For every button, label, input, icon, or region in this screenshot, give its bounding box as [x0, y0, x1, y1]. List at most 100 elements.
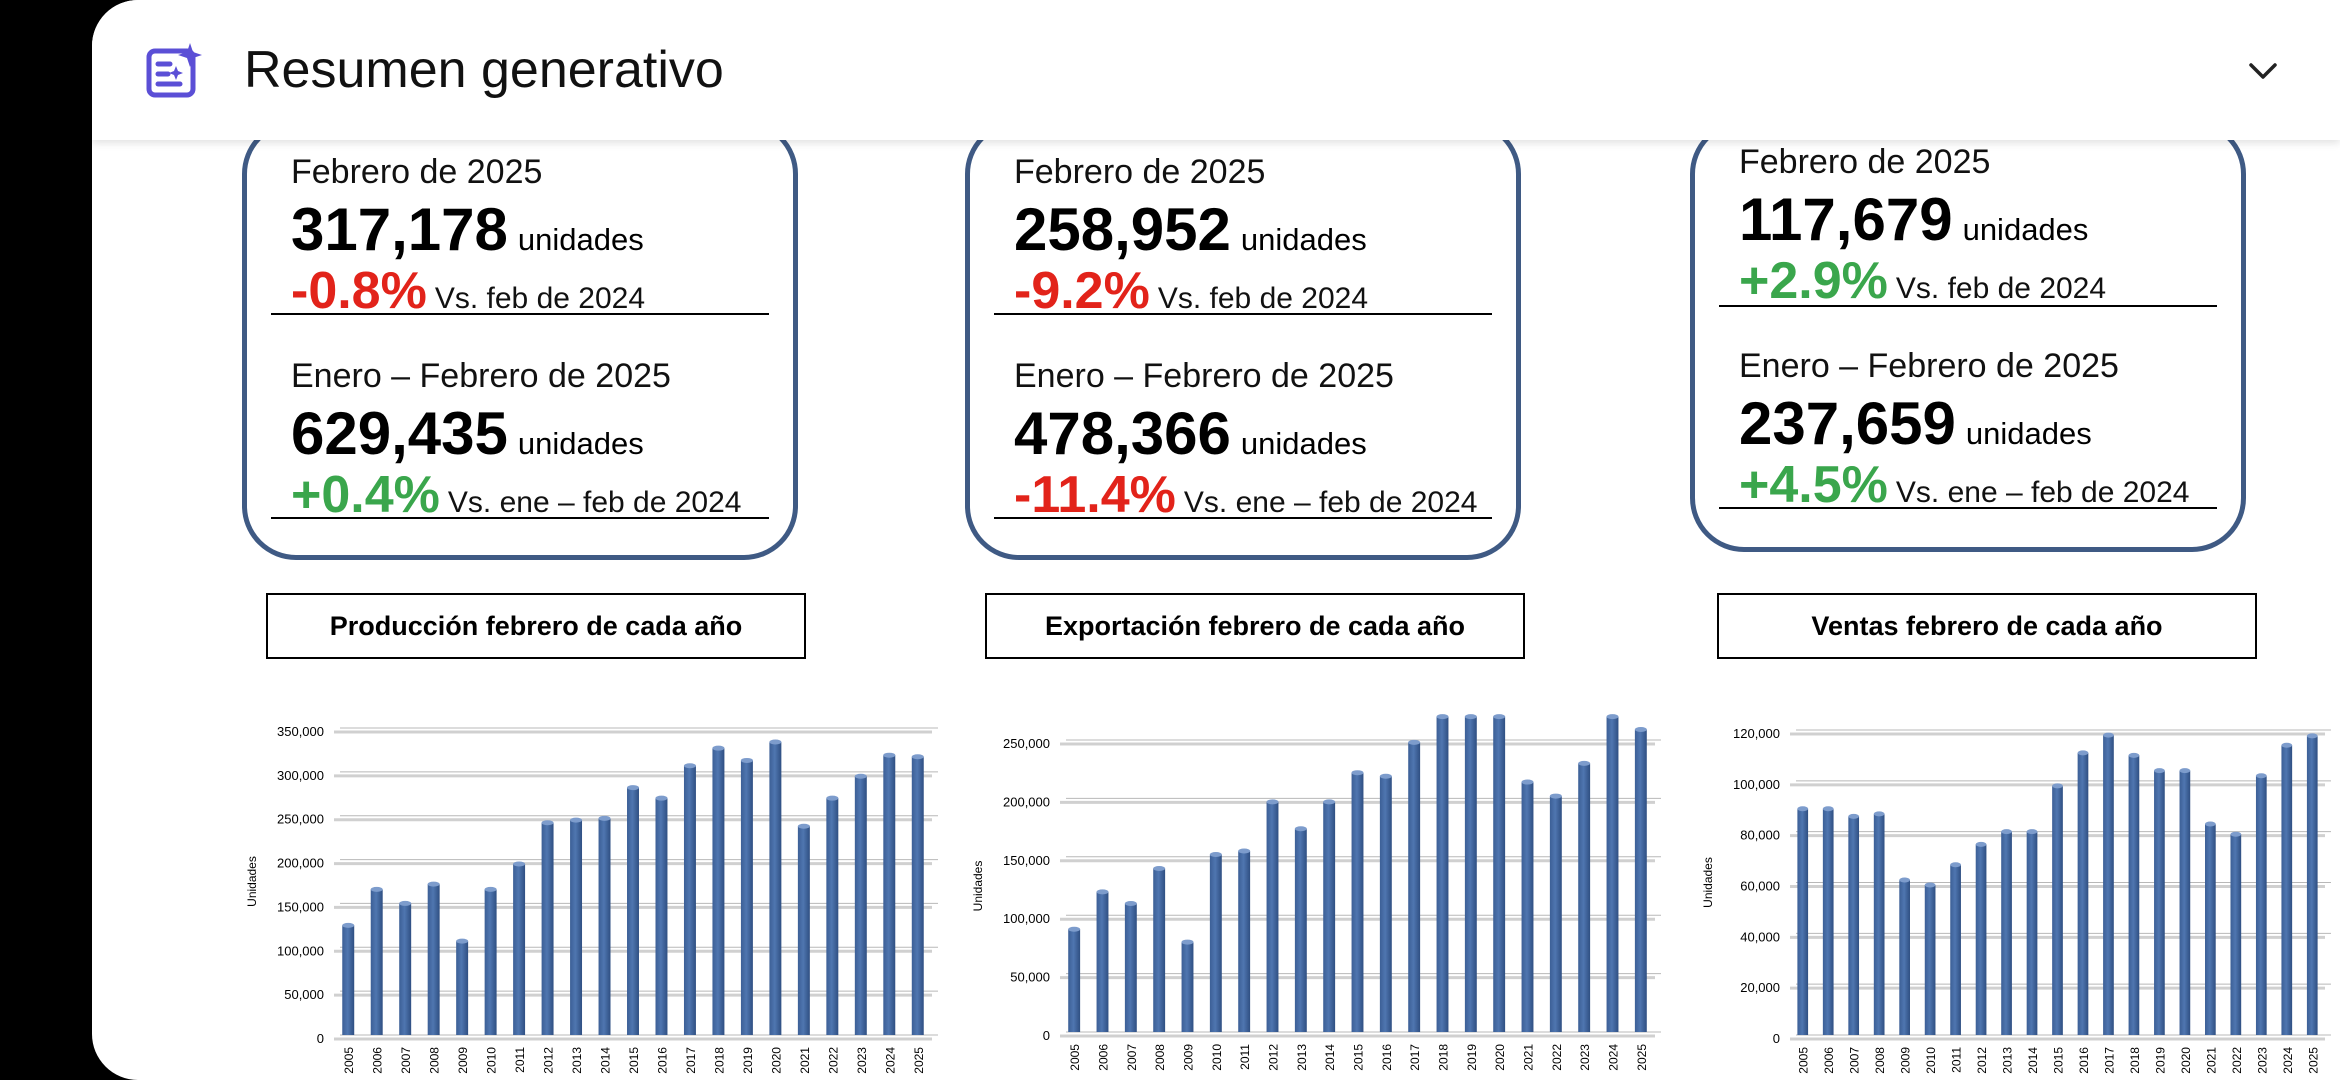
bar: [1924, 885, 1936, 1035]
sales-bar-chart: 0 20,000 40,000 60,000 80,000 100,000 120,000 U…: [1701, 726, 2331, 1074]
x-tick-label: 2010: [485, 1047, 499, 1074]
x-tick-label: 2007: [1848, 1047, 1862, 1074]
bar: [484, 889, 497, 1035]
bar-top: [1436, 714, 1449, 720]
bar-top: [399, 900, 412, 906]
bar-top: [1294, 826, 1307, 832]
summary-sheet: Febrero de 2025 317,178 unidades -0.8% Vs.…: [92, 0, 2340, 1080]
x-tick-label: 2014: [1323, 1044, 1337, 1071]
bar: [2001, 831, 2012, 1035]
bar: [1351, 772, 1364, 1032]
x-tick-label: 2010: [1924, 1047, 1938, 1074]
bar: [2026, 831, 2038, 1035]
bar: [2154, 770, 2165, 1035]
ytd-period-label: Enero – Febrero de 2025: [1739, 347, 2119, 385]
y-tick-label: 120,000: [1733, 726, 1780, 741]
bar: [399, 903, 412, 1035]
x-tick-label: 2022: [2230, 1047, 2244, 1074]
bar-top: [1096, 889, 1109, 895]
bar-top: [1153, 865, 1166, 871]
chevron-down-icon[interactable]: [2246, 54, 2280, 88]
kpi-card: Febrero de 2025 258,952 unidades -9.2% Vs.…: [965, 120, 1521, 560]
bar-top: [712, 745, 725, 751]
bar: [1408, 742, 1421, 1032]
x-tick-label: 2022: [1550, 1044, 1564, 1071]
y-tick-label: 0: [1043, 1028, 1050, 1043]
x-tick-label: 2021: [798, 1047, 812, 1074]
ytd-value-number: 478,366: [1014, 400, 1231, 467]
bar-top: [1124, 901, 1137, 907]
bar-top: [2205, 821, 2216, 827]
bar-top: [1238, 848, 1251, 854]
x-tick-label: 2008: [428, 1047, 442, 1074]
month-vs-label: Vs. feb de 2024: [434, 282, 646, 315]
bar-top: [797, 823, 810, 829]
x-tick-label: 2018: [2128, 1047, 2142, 1074]
ytd-vs-label: Vs. ene – feb de 2024: [1895, 476, 2190, 509]
month-change-pct: -9.2%: [1014, 262, 1150, 320]
month-value: 317,178 unidades: [291, 195, 644, 264]
bar: [598, 818, 611, 1035]
x-tick-label: 2017: [2102, 1047, 2116, 1074]
bar-top: [2230, 831, 2242, 837]
bar-top: [1822, 806, 1834, 812]
bar: [513, 863, 526, 1035]
bar-top: [2306, 733, 2318, 739]
y-axis-label: Unidades: [245, 856, 259, 907]
month-vs-label: Vs. feb de 2024: [1157, 282, 1369, 315]
month-value-number: 117,679: [1739, 186, 1953, 253]
x-tick-label: 2020: [1493, 1044, 1507, 1071]
bar-top: [627, 785, 639, 791]
x-tick-label: 2014: [2026, 1047, 2040, 1074]
ytd-change: -11.4% Vs. ene – feb de 2024: [1014, 465, 1477, 525]
bar: [1848, 816, 1860, 1035]
x-tick-label: 2014: [599, 1047, 613, 1074]
y-tick-label: 200,000: [1003, 794, 1050, 809]
card-divider: [271, 517, 769, 519]
x-tick-label: 2011: [1238, 1044, 1252, 1070]
bar-top: [2052, 783, 2063, 789]
bar-top: [1634, 727, 1647, 733]
x-tick-label: 2011: [1950, 1047, 1964, 1073]
x-tick-label: 2025: [912, 1047, 926, 1074]
bar: [769, 742, 782, 1035]
bar-top: [911, 754, 924, 760]
x-tick-label: 2025: [2306, 1047, 2320, 1074]
x-tick-label: 2017: [684, 1047, 698, 1074]
bar: [712, 748, 725, 1035]
bar-top: [1549, 793, 1562, 799]
x-tick-label: 2016: [1380, 1044, 1394, 1071]
bar-top: [427, 881, 440, 887]
x-tick-label: 2012: [1267, 1044, 1281, 1071]
x-tick-label: 2020: [769, 1047, 783, 1074]
bar-top: [1493, 714, 1506, 720]
bar-top: [342, 922, 355, 928]
kpi-card: Febrero de 2025 117,679 unidades +2.9% Vs.…: [1690, 120, 2246, 552]
bar-top: [1323, 799, 1336, 805]
bar: [1266, 801, 1279, 1032]
bar-top: [513, 861, 526, 867]
bar-top: [655, 795, 668, 801]
bar-top: [2128, 752, 2140, 758]
x-tick-label: 2006: [371, 1047, 385, 1074]
x-tick-label: 2017: [1408, 1044, 1422, 1071]
unit-label: unidades: [1240, 426, 1367, 461]
x-tick-label: 2013: [2001, 1047, 2015, 1074]
bar: [1797, 808, 1809, 1035]
bar: [2230, 834, 2242, 1035]
month-value-number: 317,178: [291, 196, 508, 263]
bar: [1294, 828, 1307, 1032]
month-period-label: Febrero de 2025: [1739, 143, 1991, 181]
bar-top: [2077, 750, 2089, 756]
bar: [1124, 903, 1137, 1032]
bar-top: [2179, 768, 2191, 774]
bar: [1493, 716, 1506, 1032]
ytd-value: 629,435 unidades: [291, 399, 644, 468]
sales-panel: Febrero de 2025 117,679 unidades +2.9% Vs.…: [1690, 0, 2340, 1080]
x-tick-label: 2018: [712, 1047, 726, 1074]
bar: [1464, 716, 1477, 1032]
x-tick-label: 2016: [2077, 1047, 2091, 1074]
x-tick-label: 2015: [1352, 1044, 1366, 1071]
summary-header[interactable]: Resumen generativo: [92, 0, 2340, 140]
production-panel: Febrero de 2025 317,178 unidades -0.8% Vs.…: [242, 0, 962, 1080]
